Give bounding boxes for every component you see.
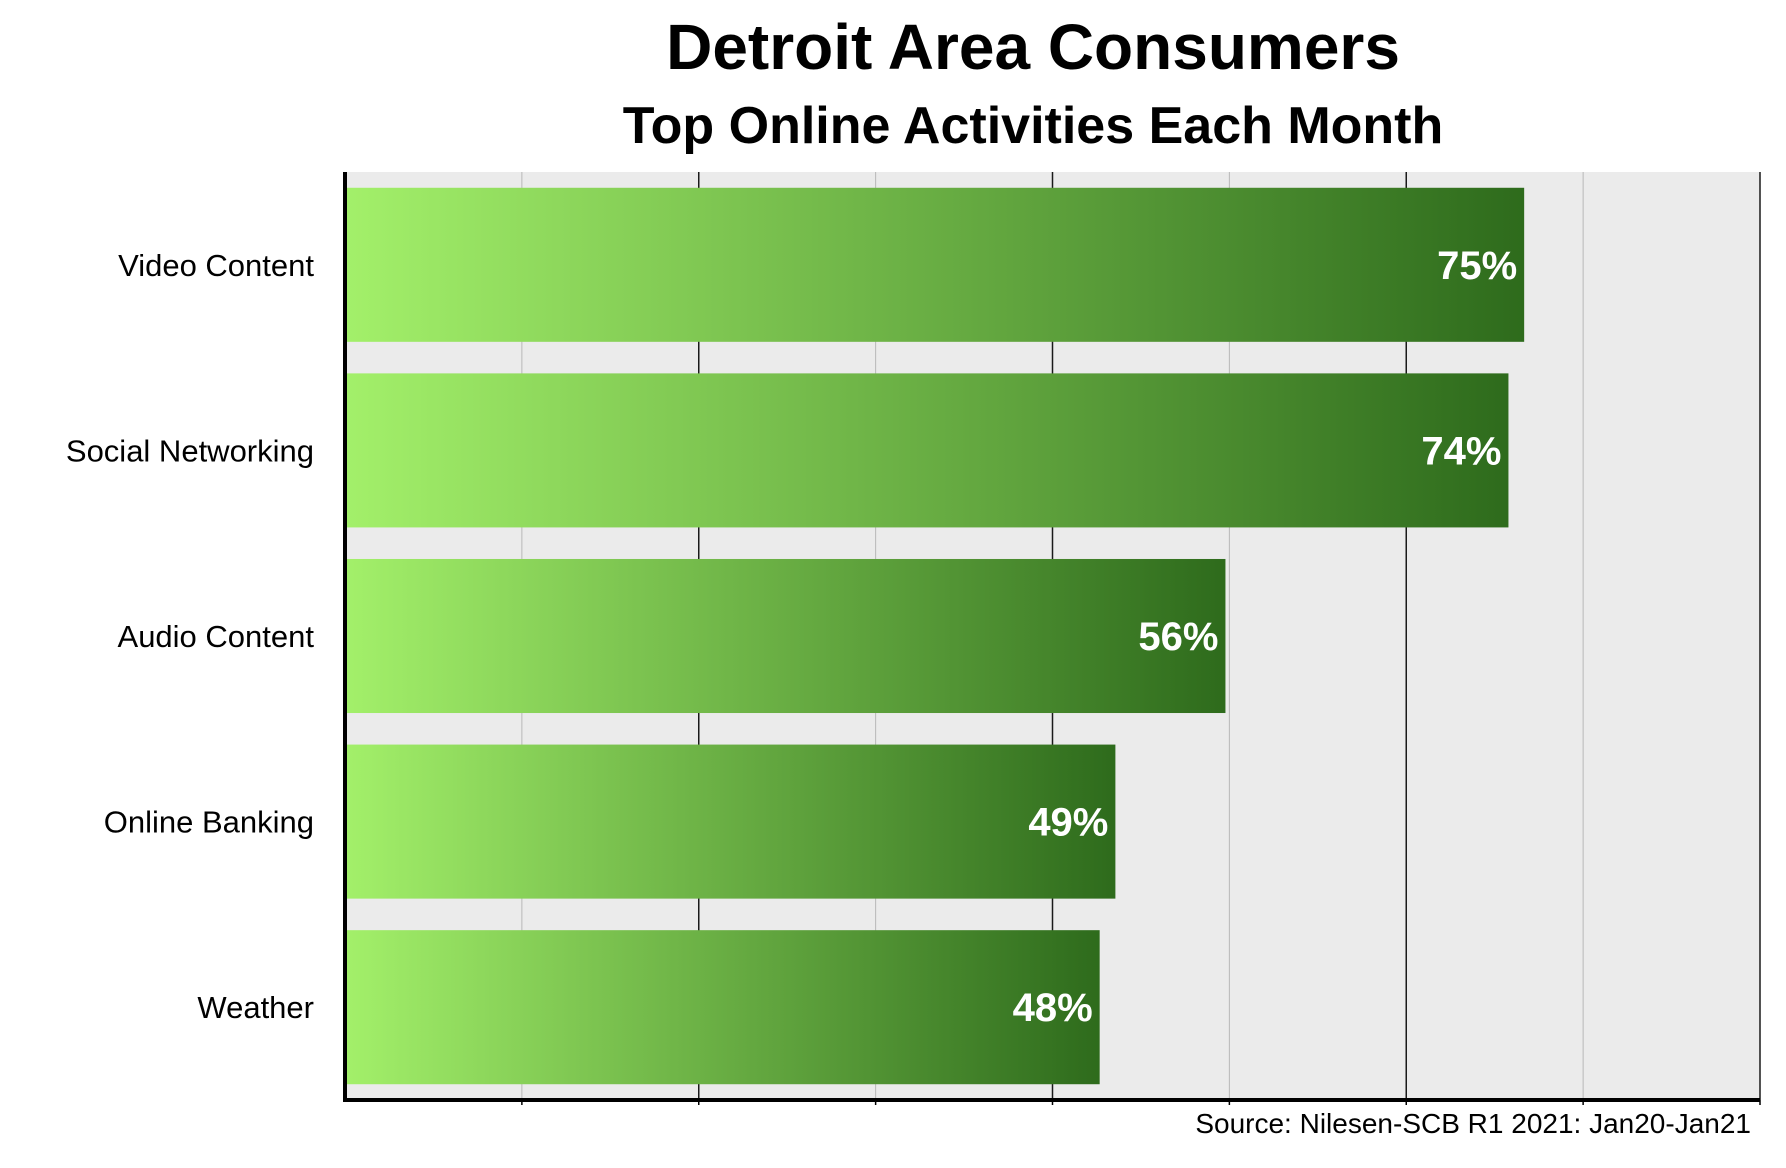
bar-social-networking [345, 373, 1509, 528]
category-label: Audio Content [118, 619, 315, 654]
chart-subtitle: Top Online Activities Each Month [622, 97, 1444, 155]
chart-title: Detroit Area Consumers [666, 11, 1400, 83]
bar-online-banking [345, 744, 1116, 899]
category-label: Online Banking [104, 805, 314, 840]
value-label: 56% [1138, 615, 1218, 659]
value-label: 74% [1421, 429, 1501, 473]
value-label: 49% [1028, 801, 1108, 845]
value-label: 48% [1013, 986, 1093, 1030]
category-label: Weather [197, 990, 314, 1025]
bar-audio-content [345, 558, 1226, 714]
bar-weather [345, 930, 1100, 1085]
category-label: Video Content [118, 248, 314, 283]
category-label: Social Networking [66, 433, 314, 468]
source-note: Source: Nilesen-SCB R1 2021: Jan20-Jan21 [1195, 1108, 1751, 1139]
bar-video-content [345, 187, 1525, 342]
value-label: 75% [1437, 244, 1517, 288]
